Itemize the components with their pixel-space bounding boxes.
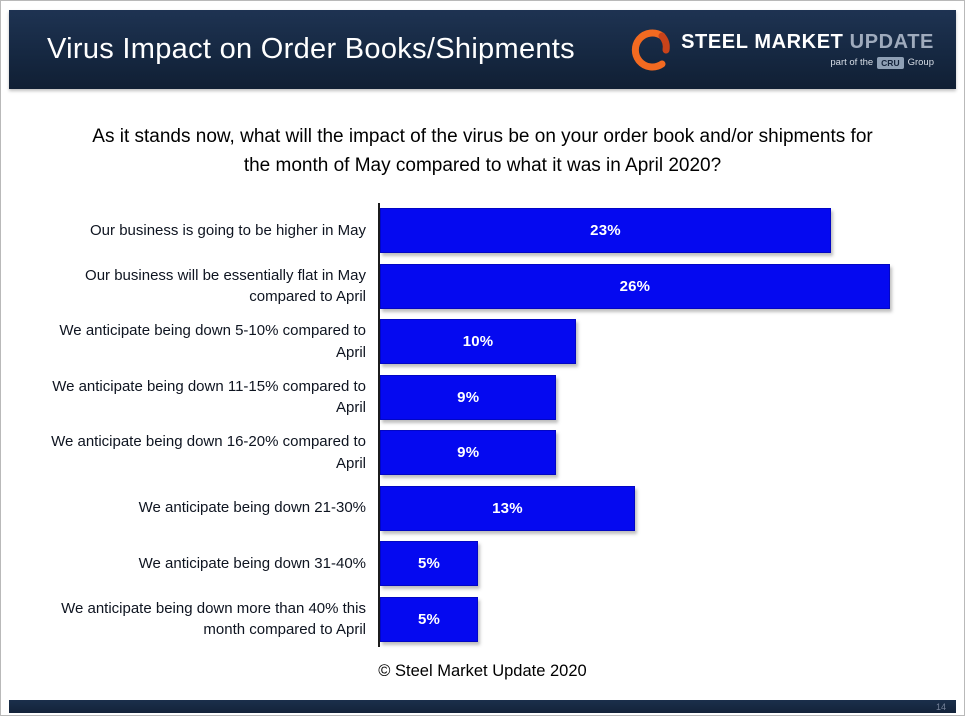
bar-track: 13%	[378, 480, 929, 536]
chart-rows: Our business is going to be higher in Ma…	[46, 202, 929, 647]
bar-value-label: 9%	[457, 444, 480, 462]
category-label: We anticipate being down 16-20% compared…	[51, 433, 366, 472]
copyright-text: © Steel Market Update 2020	[378, 661, 587, 680]
chart-row: We anticipate being down 31-40% 5%	[46, 535, 929, 592]
bar-track: 10%	[378, 313, 929, 370]
logo-word-market: MARKET	[754, 30, 844, 53]
smu-logo: STEEL MARKET UPDATE part of the CRU Grou…	[626, 27, 934, 73]
category-label: We anticipate being down 11-15% compared…	[52, 377, 366, 417]
slide-body: As it stands now, what will the impact o…	[1, 122, 964, 681]
bar-value-label: 9%	[457, 388, 480, 406]
category-label: We anticipate being down 31-40%	[138, 554, 366, 572]
chart-row: We anticipate being down 11-15% compared…	[46, 369, 929, 425]
category-label: We anticipate being down more than 40% t…	[61, 599, 366, 639]
cru-badge: CRU	[877, 56, 904, 69]
bar: 13%	[380, 485, 635, 531]
smu-swoosh-icon	[631, 29, 670, 70]
bar: 5%	[380, 541, 479, 587]
bar: 5%	[380, 596, 479, 642]
category-label: We anticipate being down 21-30%	[138, 499, 366, 517]
bar: 9%	[380, 374, 557, 420]
bar-track: 9%	[378, 369, 929, 425]
bar-value-label: 13%	[492, 499, 523, 517]
bar: 9%	[380, 430, 557, 476]
survey-question: As it stands now, what will the impact o…	[92, 126, 873, 177]
chart-row: Our business is going to be higher in Ma…	[46, 202, 929, 259]
bar-value-label: 23%	[590, 222, 621, 240]
chart-row: We anticipate being down 21-30% 13%	[46, 480, 929, 536]
bar: 10%	[380, 319, 577, 365]
bar-track: 5%	[378, 591, 929, 647]
bar-value-label: 26%	[619, 277, 651, 295]
logo-text: STEEL MARKET UPDATE part of the CRU Grou…	[681, 31, 934, 69]
slide-title: Virus Impact on Order Books/Shipments	[47, 33, 575, 65]
tagline-suffix: Group	[907, 57, 934, 68]
category-label: Our business will be essentially flat in…	[85, 266, 366, 306]
logo-tagline: part of the CRU Group	[830, 56, 934, 69]
bar-track: 26%	[378, 258, 929, 314]
chart-row: We anticipate being down 5-10% compared …	[46, 313, 929, 370]
slide-header: Virus Impact on Order Books/Shipments ST…	[9, 10, 956, 89]
bar-value-label: 5%	[417, 555, 441, 573]
category-label: Our business is going to be higher in Ma…	[90, 221, 366, 239]
logo-word-steel: STEEL	[681, 30, 749, 53]
chart-row: We anticipate being down 16-20% compared…	[46, 424, 929, 481]
logo-word-update: UPDATE	[849, 30, 934, 53]
page-number: 14	[935, 701, 946, 712]
bar-chart: Our business is going to be higher in Ma…	[46, 202, 929, 647]
chart-row: We anticipate being down more than 40% t…	[46, 591, 929, 647]
bar-track: 5%	[378, 535, 929, 592]
bar: 23%	[380, 208, 831, 254]
category-label: We anticipate being down 5-10% compared …	[59, 322, 366, 361]
tagline-prefix: part of the	[830, 57, 874, 68]
bar: 26%	[380, 263, 890, 309]
bar-track: 9%	[378, 424, 929, 481]
bar-track: 23%	[378, 202, 929, 259]
bar-value-label: 10%	[462, 333, 494, 351]
bottom-bar: 14	[9, 700, 956, 713]
bar-value-label: 5%	[417, 610, 441, 628]
chart-row: Our business will be essentially flat in…	[46, 258, 929, 314]
logo-wordmark: STEEL MARKET UPDATE	[681, 31, 934, 54]
